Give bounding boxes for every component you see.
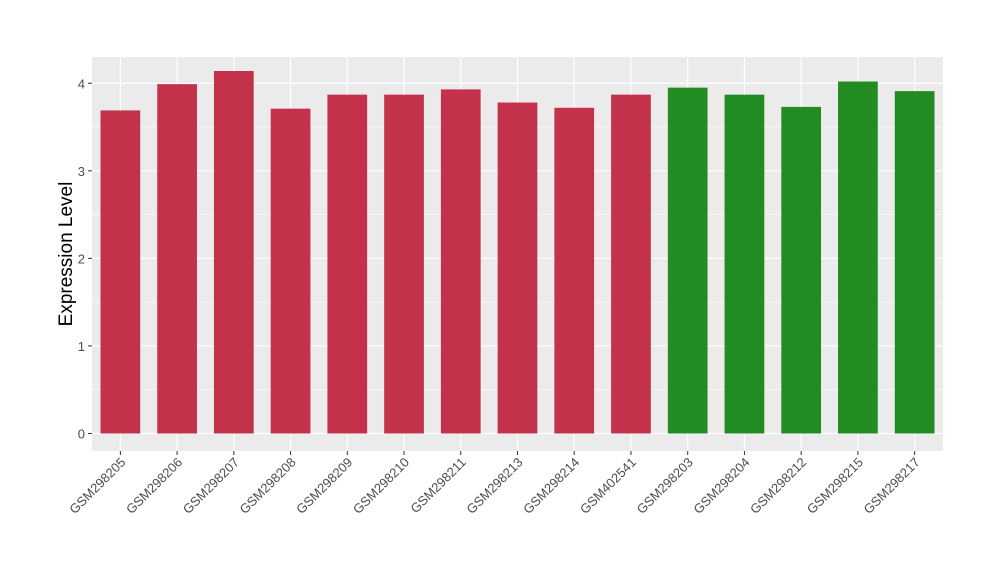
x-tick-label: GSM402541 bbox=[577, 455, 639, 517]
x-tick-label: GSM298207 bbox=[180, 455, 242, 517]
bar bbox=[724, 94, 765, 434]
x-tick-label: GSM298211 bbox=[407, 455, 469, 517]
bar bbox=[554, 107, 595, 434]
y-tick-label: 2 bbox=[78, 251, 85, 266]
y-axis-label: Expression Level bbox=[56, 182, 77, 327]
bar bbox=[894, 91, 935, 434]
y-tick-label: 3 bbox=[78, 164, 85, 179]
bar bbox=[611, 94, 651, 434]
x-tick-label: GSM298206 bbox=[123, 455, 185, 517]
y-tick-label: 0 bbox=[78, 426, 85, 441]
x-tick-label: GSM298213 bbox=[463, 455, 525, 517]
x-tick-label: GSM298217 bbox=[861, 455, 923, 517]
x-tick-label: GSM298215 bbox=[804, 455, 866, 517]
x-tick-label: GSM298205 bbox=[66, 455, 128, 517]
bar bbox=[270, 108, 311, 434]
bar bbox=[100, 110, 141, 434]
x-tick-label: GSM298210 bbox=[350, 455, 412, 517]
x-tick-label: GSM298203 bbox=[634, 455, 696, 517]
y-tick-label: 1 bbox=[78, 339, 85, 354]
bar bbox=[781, 106, 822, 434]
bar bbox=[157, 84, 197, 434]
x-tick-label: GSM298204 bbox=[690, 455, 752, 517]
bar bbox=[838, 81, 878, 434]
x-tick-label: GSM298208 bbox=[236, 455, 298, 517]
bar bbox=[497, 102, 538, 434]
bar bbox=[667, 87, 708, 434]
bar bbox=[327, 94, 368, 434]
x-tick-label: GSM298209 bbox=[293, 455, 355, 517]
x-tick-label: GSM298212 bbox=[747, 455, 809, 517]
bar bbox=[213, 71, 254, 434]
bar bbox=[384, 94, 424, 434]
bar bbox=[440, 89, 481, 434]
y-tick-label: 4 bbox=[78, 76, 85, 91]
x-tick-label: GSM298214 bbox=[520, 455, 582, 517]
